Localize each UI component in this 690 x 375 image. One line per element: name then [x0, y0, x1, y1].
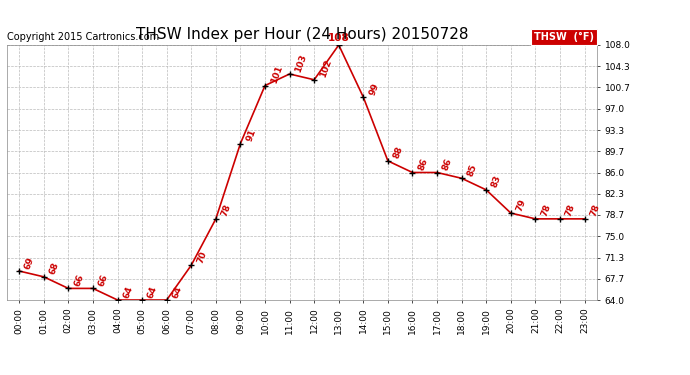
Text: 86: 86 [441, 157, 454, 172]
Text: 79: 79 [515, 197, 528, 212]
Text: 83: 83 [491, 174, 503, 189]
Text: 101: 101 [269, 64, 284, 85]
Text: 68: 68 [48, 261, 61, 276]
Text: 108: 108 [328, 33, 349, 43]
Text: 70: 70 [195, 250, 208, 264]
Text: 64: 64 [171, 284, 184, 299]
Text: 64: 64 [146, 284, 159, 299]
Text: 78: 78 [564, 203, 577, 218]
Text: 88: 88 [392, 145, 405, 160]
Text: 78: 78 [540, 203, 552, 218]
Text: 99: 99 [368, 81, 380, 96]
Title: THSW Index per Hour (24 Hours) 20150728: THSW Index per Hour (24 Hours) 20150728 [136, 27, 468, 42]
Text: 69: 69 [23, 255, 36, 270]
Text: 103: 103 [294, 53, 308, 73]
Text: 85: 85 [466, 163, 479, 177]
Text: 78: 78 [220, 203, 233, 218]
Text: 91: 91 [244, 128, 257, 143]
Text: 78: 78 [589, 203, 602, 218]
Text: 64: 64 [121, 284, 135, 299]
Text: 86: 86 [417, 157, 429, 172]
Text: 102: 102 [318, 58, 333, 79]
Text: THSW  (°F): THSW (°F) [534, 32, 594, 42]
Text: 66: 66 [97, 273, 110, 288]
Text: Copyright 2015 Cartronics.com: Copyright 2015 Cartronics.com [7, 33, 159, 42]
Text: 66: 66 [72, 273, 86, 288]
